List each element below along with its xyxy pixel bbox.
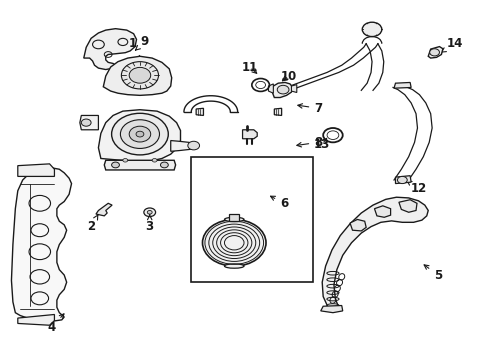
Text: 10: 10 (281, 69, 297, 82)
Polygon shape (196, 108, 203, 116)
Bar (191, 157, 314, 282)
Polygon shape (321, 306, 343, 313)
Polygon shape (11, 167, 72, 321)
Polygon shape (171, 140, 198, 151)
Circle shape (136, 131, 144, 137)
Circle shape (121, 120, 159, 148)
Polygon shape (292, 85, 297, 93)
Circle shape (122, 62, 159, 89)
Circle shape (397, 176, 407, 184)
Circle shape (129, 126, 151, 142)
Polygon shape (96, 203, 112, 216)
Polygon shape (269, 84, 273, 93)
Circle shape (129, 67, 151, 83)
Text: 6: 6 (270, 196, 288, 210)
Circle shape (277, 85, 289, 94)
Text: 9: 9 (136, 35, 149, 50)
Circle shape (430, 49, 440, 56)
Ellipse shape (224, 264, 244, 268)
Polygon shape (374, 206, 391, 217)
Polygon shape (274, 108, 282, 116)
Circle shape (81, 119, 91, 126)
Polygon shape (18, 164, 54, 176)
Polygon shape (322, 197, 428, 307)
Polygon shape (350, 220, 366, 231)
Polygon shape (104, 160, 175, 170)
Polygon shape (18, 315, 54, 325)
Text: 11: 11 (242, 60, 258, 73)
Polygon shape (272, 82, 293, 98)
Ellipse shape (224, 217, 244, 222)
Polygon shape (103, 56, 172, 95)
Text: 5: 5 (424, 265, 442, 282)
Polygon shape (399, 200, 417, 212)
Circle shape (147, 211, 152, 214)
Circle shape (152, 158, 157, 162)
Bar (229, 214, 239, 221)
Circle shape (188, 141, 199, 150)
Polygon shape (395, 176, 411, 184)
Circle shape (160, 162, 168, 168)
Circle shape (123, 158, 128, 162)
Polygon shape (98, 110, 180, 161)
Text: 3: 3 (146, 215, 154, 233)
Polygon shape (80, 116, 98, 130)
Circle shape (362, 22, 382, 37)
Polygon shape (394, 82, 411, 88)
Polygon shape (243, 130, 257, 139)
Text: 13: 13 (314, 138, 330, 150)
Text: 2: 2 (87, 215, 98, 233)
Text: 14: 14 (441, 37, 463, 52)
Circle shape (112, 162, 120, 168)
Polygon shape (428, 46, 443, 58)
Circle shape (202, 220, 266, 266)
Text: 12: 12 (407, 181, 427, 195)
Circle shape (112, 113, 168, 155)
Text: 8: 8 (297, 136, 322, 149)
Polygon shape (84, 29, 137, 69)
Text: 7: 7 (298, 102, 322, 115)
Text: 1: 1 (128, 37, 143, 62)
Circle shape (144, 208, 156, 217)
Text: 4: 4 (48, 314, 64, 333)
